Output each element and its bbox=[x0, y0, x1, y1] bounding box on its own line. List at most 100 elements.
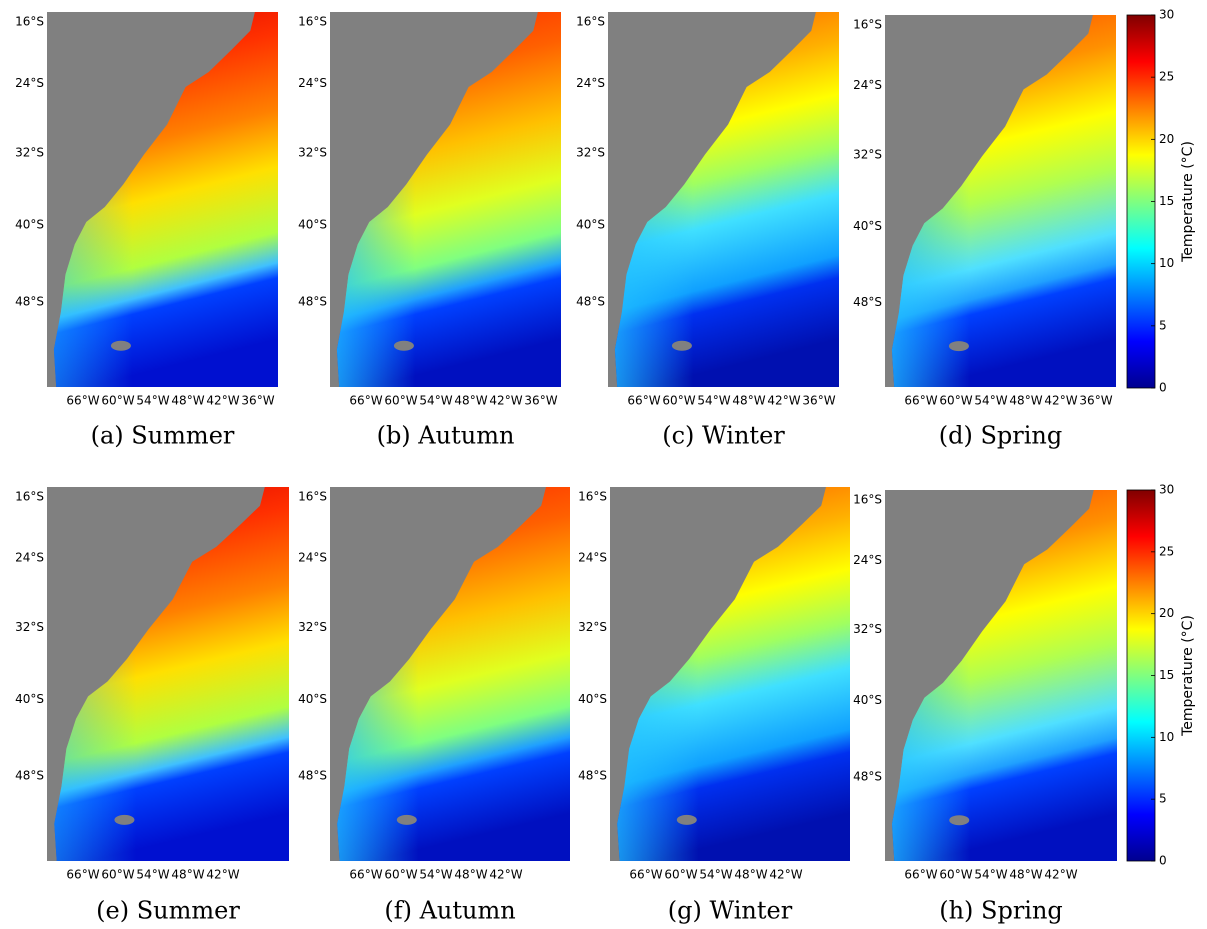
lat-label: 24°S bbox=[298, 551, 327, 565]
caption: (e) Summer bbox=[96, 897, 240, 925]
colorbar-tick-label: 15 bbox=[1159, 668, 1174, 682]
lon-label: 42°W bbox=[769, 868, 802, 882]
colorbar bbox=[1126, 14, 1156, 389]
lon-label: 60°W bbox=[384, 394, 417, 408]
colorbar-tick-label: 0 bbox=[1159, 381, 1167, 395]
lat-label: 48°S bbox=[576, 294, 605, 308]
island bbox=[393, 340, 414, 351]
lon-label: 60°W bbox=[939, 394, 972, 408]
colorbar-tick-label: 20 bbox=[1159, 606, 1174, 620]
lon-label: 66°W bbox=[349, 868, 382, 882]
lat-label: 24°S bbox=[578, 551, 607, 565]
lat-label: 48°S bbox=[853, 769, 882, 783]
lon-label: 66°W bbox=[66, 394, 99, 408]
colorbar bbox=[1126, 489, 1156, 862]
lat-label: 32°S bbox=[15, 620, 44, 634]
island bbox=[676, 814, 697, 825]
lon-label: 66°W bbox=[66, 868, 99, 882]
lat-label: 40°S bbox=[576, 218, 605, 232]
lon-label: 48°W bbox=[734, 868, 767, 882]
lon-label: 36°W bbox=[1079, 394, 1112, 408]
lat-label: 40°S bbox=[853, 693, 882, 707]
caption: (h) Spring bbox=[939, 897, 1063, 925]
lat-label: 16°S bbox=[15, 15, 44, 29]
lat-label: 16°S bbox=[298, 490, 327, 504]
lon-label: 54°W bbox=[136, 394, 169, 408]
lat-label: 48°S bbox=[578, 769, 607, 783]
lon-label: 60°W bbox=[384, 868, 417, 882]
lat-label: 16°S bbox=[853, 18, 882, 32]
lon-label: 60°W bbox=[101, 394, 134, 408]
lat-label: 24°S bbox=[576, 76, 605, 90]
lon-label: 54°W bbox=[419, 394, 452, 408]
lat-label: 40°S bbox=[298, 692, 327, 706]
lat-label: 48°S bbox=[15, 294, 44, 308]
coastal-water bbox=[617, 487, 850, 861]
lat-label: 40°S bbox=[15, 692, 44, 706]
lat-label: 48°S bbox=[853, 295, 882, 309]
lon-label: 42°W bbox=[206, 394, 239, 408]
colorbar-label: Temperature (°C) bbox=[1180, 141, 1196, 263]
lon-label: 54°W bbox=[136, 868, 169, 882]
lat-label: 40°S bbox=[578, 692, 607, 706]
lat-label: 32°S bbox=[298, 146, 327, 160]
island bbox=[949, 815, 970, 826]
island bbox=[396, 814, 417, 825]
lat-label: 48°S bbox=[15, 769, 44, 783]
island bbox=[114, 814, 135, 825]
colorbar-label: Temperature (°C) bbox=[1180, 615, 1196, 737]
caption: (c) Winter bbox=[662, 422, 785, 450]
lat-label: 16°S bbox=[853, 493, 882, 507]
lon-label: 48°W bbox=[1009, 394, 1042, 408]
lon-label: 54°W bbox=[699, 868, 732, 882]
colorbar-tick-label: 5 bbox=[1159, 318, 1167, 332]
lon-label: 60°W bbox=[662, 394, 695, 408]
lon-label: 36°W bbox=[802, 394, 835, 408]
caption: (d) Spring bbox=[939, 422, 1063, 450]
lon-label: 54°W bbox=[419, 868, 452, 882]
lat-label: 24°S bbox=[298, 76, 327, 90]
coastal-water bbox=[54, 487, 289, 861]
colorbar-tick-label: 15 bbox=[1159, 194, 1174, 208]
lon-label: 66°W bbox=[349, 394, 382, 408]
island bbox=[671, 340, 692, 351]
coastal-water bbox=[53, 12, 279, 387]
lat-label: 32°S bbox=[853, 622, 882, 636]
lat-label: 16°S bbox=[578, 490, 607, 504]
colorbar-tick-label: 0 bbox=[1159, 854, 1167, 868]
lat-label: 32°S bbox=[853, 147, 882, 161]
lon-label: 48°W bbox=[171, 394, 204, 408]
lon-label: 42°W bbox=[489, 868, 522, 882]
colorbar-tick-label: 25 bbox=[1159, 70, 1174, 84]
lat-label: 16°S bbox=[298, 15, 327, 29]
caption: (f) Autumn bbox=[384, 897, 515, 925]
lon-label: 66°W bbox=[629, 868, 662, 882]
lon-label: 54°W bbox=[697, 394, 730, 408]
lat-label: 32°S bbox=[298, 620, 327, 634]
lon-label: 54°W bbox=[974, 868, 1007, 882]
lon-label: 42°W bbox=[1044, 394, 1077, 408]
colorbar-tick-label: 20 bbox=[1159, 132, 1174, 146]
lon-label: 42°W bbox=[767, 394, 800, 408]
coastal-water bbox=[892, 490, 1117, 861]
lat-label: 40°S bbox=[298, 218, 327, 232]
lat-label: 32°S bbox=[15, 146, 44, 160]
lon-label: 60°W bbox=[101, 868, 134, 882]
caption: (g) Winter bbox=[668, 897, 793, 925]
lon-label: 60°W bbox=[664, 868, 697, 882]
coastal-water bbox=[337, 487, 570, 861]
lat-label: 24°S bbox=[853, 78, 882, 92]
lon-label: 66°W bbox=[627, 394, 660, 408]
coastal-water bbox=[336, 12, 561, 387]
lat-label: 48°S bbox=[298, 769, 327, 783]
lat-label: 24°S bbox=[853, 553, 882, 567]
lat-label: 32°S bbox=[576, 146, 605, 160]
island bbox=[948, 341, 969, 352]
colorbar-tick-label: 5 bbox=[1159, 792, 1167, 806]
lon-label: 42°W bbox=[1044, 868, 1077, 882]
lat-label: 16°S bbox=[15, 490, 44, 504]
coastal-water bbox=[614, 12, 839, 387]
lat-label: 48°S bbox=[298, 294, 327, 308]
colorbar-tick-label: 10 bbox=[1159, 730, 1174, 744]
